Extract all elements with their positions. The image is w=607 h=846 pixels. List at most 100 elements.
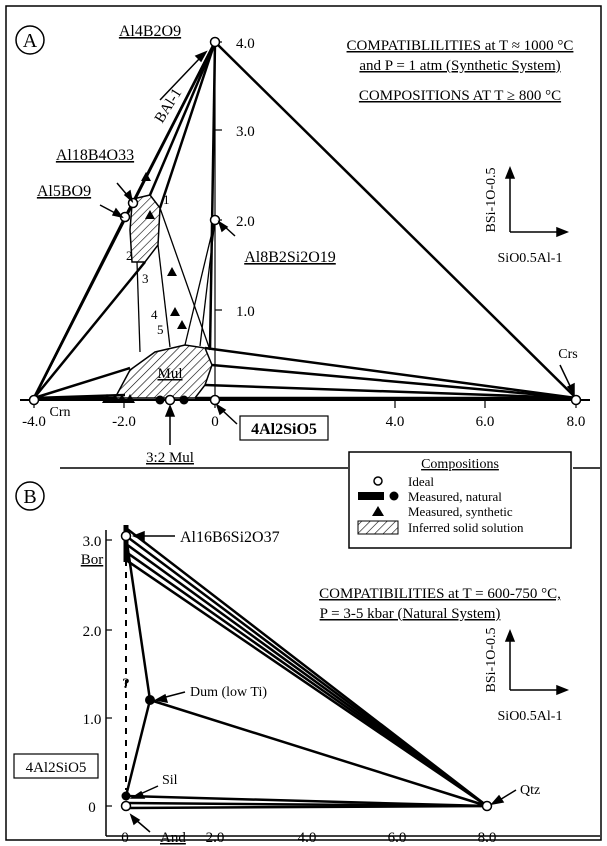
measured-natural-markers <box>155 395 189 405</box>
synthetic-marker <box>145 210 155 219</box>
panel-b-axis-y-label: BSi-1O-0.5 <box>484 628 499 693</box>
panel-a-x-tick-4: 4.0 <box>386 414 405 430</box>
legend-title: Compositions <box>421 457 499 472</box>
panel-b-pointer-arrows <box>129 530 517 833</box>
label-question: ? <box>122 676 130 692</box>
legend-natural-bar-symbol <box>358 492 384 500</box>
label-32-mul: 3:2 Mul <box>146 450 194 466</box>
synthetic-marker <box>102 394 112 403</box>
label-al16b6si2o37: Al16B6Si2O37 <box>180 529 280 546</box>
measured-synthetic-markers <box>102 172 187 403</box>
label-al5bo9: Al5BO9 <box>37 183 91 200</box>
ideal-marker-al8b2si2o19 <box>209 214 221 226</box>
legend-natural-dot-symbol <box>389 491 399 501</box>
numeral-3: 3 <box>142 271 149 286</box>
panel-a-pointer-arrows <box>99 50 575 445</box>
panel-a-label-circle <box>15 25 45 55</box>
label-al2sio5-b-box <box>13 753 99 779</box>
label-dum: Dum (low Ti) <box>190 685 267 700</box>
panel-b-x-tick-6: 6.0 <box>388 830 407 846</box>
panel-b-label-circle <box>15 481 45 511</box>
label-crs: Crs <box>558 347 577 362</box>
panel-a-x-tick-3: 0 <box>211 414 219 430</box>
panel-a-y-tick-1: 1.0 <box>236 304 255 320</box>
numeral-5: 5 <box>157 322 164 337</box>
ideal-marker-al2sio5 <box>209 394 221 406</box>
panel-b-y-tick-1: 1.0 <box>83 712 102 728</box>
panel-b-axis-x-label: SiO0.5Al-1 <box>498 709 563 724</box>
panel-a-x-tick-5: 6.0 <box>476 414 495 430</box>
legend-natural-label: Measured, natural <box>408 489 502 504</box>
label-and: And <box>160 830 186 846</box>
numeral-2: 2 <box>126 248 133 263</box>
panel-b: B 3.0 2.0 1.0 0 0 2.0 4.0 6.0 8.0 <box>13 481 600 846</box>
synthetic-marker <box>177 320 187 329</box>
panel-b-y-tick-3: 3.0 <box>83 534 102 550</box>
panel-a-axis-x-label: SiO0.5Al-1 <box>498 251 563 266</box>
panel-b-y-tick-2: 2.0 <box>83 624 102 640</box>
panel-b-x-tick-4: 4.0 <box>298 830 317 846</box>
panel-b-title-line2: P = 3-5 kbar (Natural System) <box>320 606 501 622</box>
panel-a-x-tick-1: -4.0 <box>22 414 46 430</box>
label-al2sio5-box <box>239 415 329 441</box>
label-al2sio5-b: 4Al2SiO5 <box>26 760 87 776</box>
legend-synthetic-label: Measured, synthetic <box>408 504 513 519</box>
panel-a-y-tick-2: 2.0 <box>236 214 255 230</box>
panel-a-y-tick-3: 3.0 <box>236 124 255 140</box>
panel-b-x-tick-2: 2.0 <box>206 830 225 846</box>
panel-a-y-tick-marks <box>215 41 222 311</box>
panel-a-x-tick-2: -2.0 <box>112 414 136 430</box>
synthetic-marker <box>170 307 180 316</box>
label-al4b2o9: Al4B2O9 <box>119 23 181 40</box>
natural-marker <box>179 395 189 405</box>
figure-frame <box>5 5 602 841</box>
synthetic-marker <box>167 267 177 276</box>
ideal-marker-qtz <box>481 800 493 812</box>
ideal-marker-crs <box>570 394 582 406</box>
synthetic-marker <box>117 394 127 403</box>
panel-b-y-tick-marks <box>106 539 112 807</box>
legend-synthetic-symbol <box>372 506 384 516</box>
label-al18b4o33: Al18B4O33 <box>56 147 134 164</box>
label-al2sio5: 4Al2SiO5 <box>251 421 317 438</box>
ideal-marker-al2sio5-b <box>120 800 132 812</box>
panel-b-x-tick-0: 0 <box>121 830 129 846</box>
natural-marker <box>155 395 165 405</box>
panel-a-thin-tie-lines <box>136 207 216 353</box>
label-mul: Mul <box>157 366 182 382</box>
panel-b-y-tick-0: 0 <box>88 800 96 816</box>
legend-hatch-symbol <box>357 520 399 535</box>
panel-a-axis-indicator <box>504 165 570 238</box>
legend-ideal-label: Ideal <box>408 474 434 489</box>
panel-a-y-tick-4: 4.0 <box>236 36 255 52</box>
label-qtz: Qtz <box>520 783 540 798</box>
natural-marker-dum <box>145 695 155 705</box>
synthetic-marker <box>125 394 135 403</box>
synthetic-marker <box>141 172 151 181</box>
synthetic-marker <box>110 394 120 403</box>
ideal-marker-bor <box>120 530 132 542</box>
panel-b-axis-indicator <box>504 628 570 696</box>
panel-b-tie-lines <box>124 527 488 810</box>
panel-a-axis-y-label: BSi-1O-0.5 <box>484 168 499 233</box>
panel-b-label: B <box>23 486 36 508</box>
label-bal: BAl-1 <box>152 86 185 126</box>
panel-a-title-line2: and P = 1 atm (Synthetic System) <box>359 58 560 74</box>
panel-a-subtitle: COMPOSITIONS AT T ≥ 800 °C <box>359 88 561 104</box>
panel-a-label: A <box>23 30 38 52</box>
panel-a-x-tick-6: 8.0 <box>567 414 586 430</box>
label-crn: Crn <box>50 405 71 420</box>
panel-a: A 1.0 2.0 3.0 4.0 -4.0 -2.0 0 4.0 6.0 8.… <box>15 23 590 466</box>
legend-ideal-symbol <box>373 476 383 486</box>
panel-b-x-tick-8: 8.0 <box>478 830 497 846</box>
ideal-marker-al4b2o9 <box>209 36 221 48</box>
legend-hatch-label: Inferred solid solution <box>408 520 524 535</box>
numeral-4: 4 <box>151 307 158 322</box>
ideal-marker-crn <box>28 394 40 406</box>
panel-a-title-line1: COMPATIBLILITIES at T ≈ 1000 °C <box>347 38 574 54</box>
label-al8b2si2o19: Al8B2Si2O19 <box>244 249 336 266</box>
label-bor: Bor <box>81 552 104 568</box>
natural-marker-sil <box>121 791 131 801</box>
numeral-1: 1 <box>163 192 170 207</box>
